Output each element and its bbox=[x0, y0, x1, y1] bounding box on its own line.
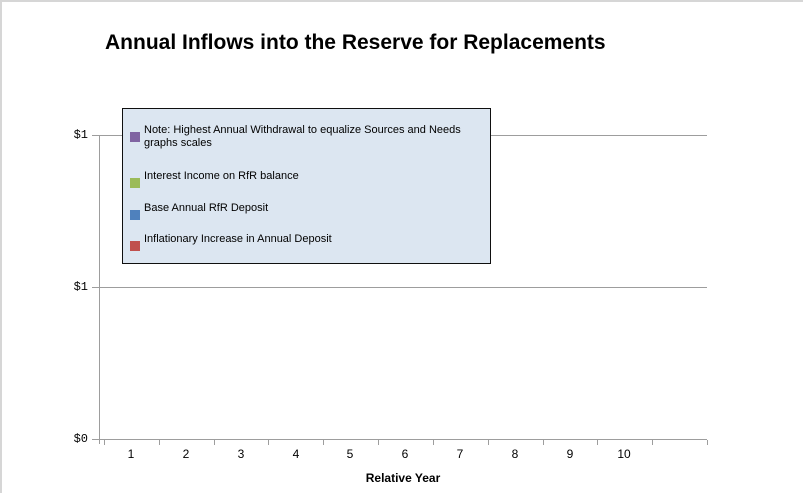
legend-item[interactable]: Base Annual RfR Deposit bbox=[130, 202, 486, 220]
x-axis-tick bbox=[378, 440, 379, 445]
chart-title: Annual Inflows into the Reserve for Repl… bbox=[105, 31, 606, 54]
legend-item-label: Note: Highest Annual Withdrawal to equal… bbox=[144, 124, 461, 149]
legend-swatch-green-icon bbox=[130, 178, 140, 188]
x-axis-tick bbox=[543, 440, 544, 445]
x-tick-label: 2 bbox=[182, 447, 190, 461]
legend-item[interactable]: Note: Highest Annual Withdrawal to equal… bbox=[130, 124, 486, 150]
x-tick-label: 3 bbox=[237, 447, 245, 461]
x-axis-tick bbox=[104, 440, 105, 445]
gridline-major bbox=[99, 287, 707, 288]
x-tick-label: 4 bbox=[292, 447, 300, 461]
y-axis-tick bbox=[92, 287, 99, 288]
x-axis-tick bbox=[488, 440, 489, 445]
x-axis-tick bbox=[652, 440, 653, 445]
legend-item[interactable]: Inflationary Increase in Annual Deposit bbox=[130, 233, 486, 251]
legend-item-label: Interest Income on RfR balance bbox=[144, 170, 299, 182]
y-tick-label: $1 bbox=[73, 128, 88, 142]
x-tick-label: 1 bbox=[127, 447, 135, 461]
legend-swatch-blue-icon bbox=[130, 210, 140, 220]
legend-swatch-purple-icon bbox=[130, 132, 140, 142]
y-tick-label: $1 bbox=[73, 280, 88, 294]
legend-item[interactable]: Interest Income on RfR balance bbox=[130, 170, 486, 188]
x-axis-tick bbox=[433, 440, 434, 445]
x-axis-tick bbox=[707, 440, 708, 445]
x-tick-label: 5 bbox=[346, 447, 354, 461]
legend-swatch-red-icon bbox=[130, 241, 140, 251]
x-tick-label: 9 bbox=[566, 447, 574, 461]
legend-item-label: Base Annual RfR Deposit bbox=[144, 202, 269, 214]
x-tick-label: 7 bbox=[456, 447, 464, 461]
x-axis-title: Relative Year bbox=[365, 471, 441, 485]
x-axis-line bbox=[99, 439, 707, 440]
legend-item-label: Inflationary Increase in Annual Deposit bbox=[144, 233, 332, 245]
x-axis-tick bbox=[323, 440, 324, 445]
y-axis-tick bbox=[92, 439, 99, 440]
x-axis-tick bbox=[214, 440, 215, 445]
x-axis-tick bbox=[597, 440, 598, 445]
x-tick-label: 6 bbox=[401, 447, 409, 461]
x-tick-label: 10 bbox=[617, 447, 631, 461]
x-axis-tick bbox=[268, 440, 269, 445]
y-tick-label: $0 bbox=[73, 432, 88, 446]
y-axis-tick bbox=[92, 135, 99, 136]
chart-legend[interactable]: Note: Highest Annual Withdrawal to equal… bbox=[122, 108, 491, 264]
x-axis-tick bbox=[159, 440, 160, 445]
y-axis-line bbox=[99, 135, 100, 444]
x-tick-label: 8 bbox=[511, 447, 519, 461]
